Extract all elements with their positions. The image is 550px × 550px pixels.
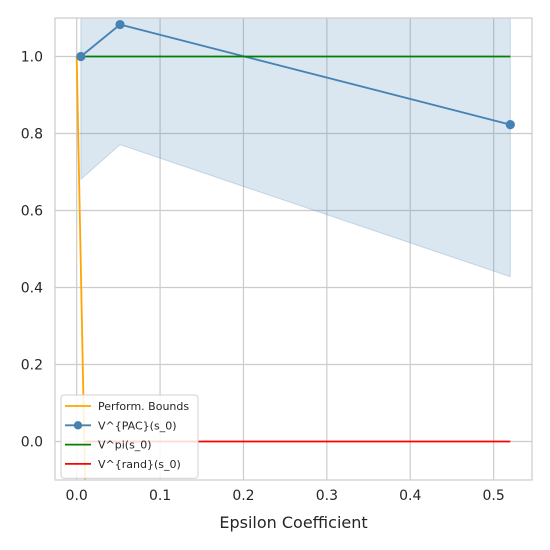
x-tick-label: 0.1 bbox=[149, 488, 171, 504]
x-tick-label: 0.2 bbox=[232, 488, 254, 504]
x-tick-label: 0.0 bbox=[66, 488, 88, 504]
x-axis-title: Epsilon Coefficient bbox=[219, 513, 367, 532]
y-tick-label: 1.0 bbox=[21, 50, 43, 66]
v-pac-s-0-point bbox=[76, 51, 86, 62]
y-tick-label: 0.6 bbox=[21, 204, 43, 220]
y-tick-label: 0.2 bbox=[21, 358, 43, 374]
x-tick-label: 0.3 bbox=[316, 488, 338, 504]
series-markers bbox=[76, 19, 515, 130]
v-pac-s-0-point bbox=[115, 19, 125, 30]
legend: Perform. Bounds V^{PAC}(s_0) V^pi(s_0) V^{r… bbox=[60, 394, 199, 479]
grid bbox=[55, 18, 532, 480]
y-tick-label: 0.0 bbox=[21, 435, 43, 451]
y-tick-label: 0.4 bbox=[21, 281, 43, 297]
x-tick-label: 0.4 bbox=[399, 488, 421, 504]
legend-box bbox=[60, 394, 199, 479]
legend-label: V^{rand}(s_0) bbox=[98, 458, 181, 471]
x-tick-label: 0.5 bbox=[483, 488, 505, 504]
legend-label: Perform. Bounds bbox=[98, 400, 189, 413]
tick-labels: 0.0 0.1 0.2 0.3 0.4 0.5 0.0 0.2 0.4 0.6 0.8 1.0 bbox=[21, 50, 505, 505]
legend-label: V^pi(s_0) bbox=[98, 439, 152, 452]
y-tick-label: 0.8 bbox=[21, 127, 43, 143]
plot-frame bbox=[54, 17, 533, 481]
legend-marker bbox=[73, 421, 83, 430]
legend-label: V^{PAC}(s_0) bbox=[98, 419, 177, 432]
v-pac-s-0-point bbox=[505, 120, 515, 130]
